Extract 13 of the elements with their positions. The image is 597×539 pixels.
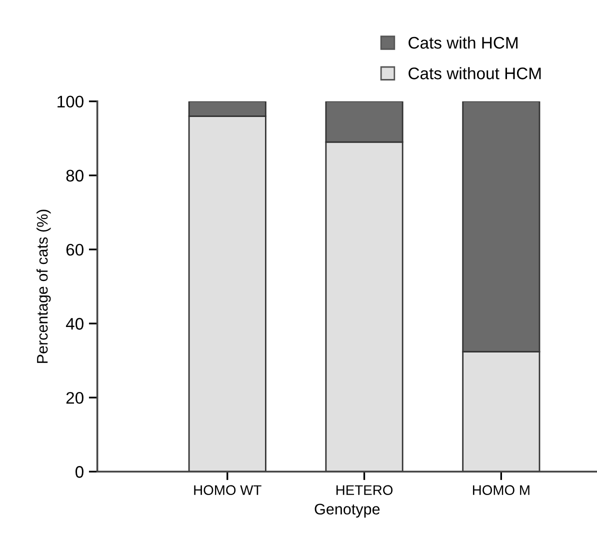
y-tick-label: 0 <box>76 466 84 478</box>
x-axis-title: Genotype <box>314 504 380 518</box>
y-tick-label: 20 <box>66 392 84 404</box>
y-tick-label: 100 <box>58 96 84 108</box>
x-tick-label: HOMO M <box>472 485 530 496</box>
x-tick-label: HETERO <box>336 485 393 496</box>
y-tick-label: 40 <box>66 318 84 330</box>
legend-label: Cats without HCM <box>408 67 541 80</box>
legend-label: Cats with HCM <box>408 36 518 49</box>
y-tick-label: 60 <box>66 244 84 256</box>
x-tick-label: HOMO WT <box>194 485 262 496</box>
y-tick-label: 80 <box>66 170 84 182</box>
y-axis-title: Percentage of cats (%) <box>36 210 51 363</box>
